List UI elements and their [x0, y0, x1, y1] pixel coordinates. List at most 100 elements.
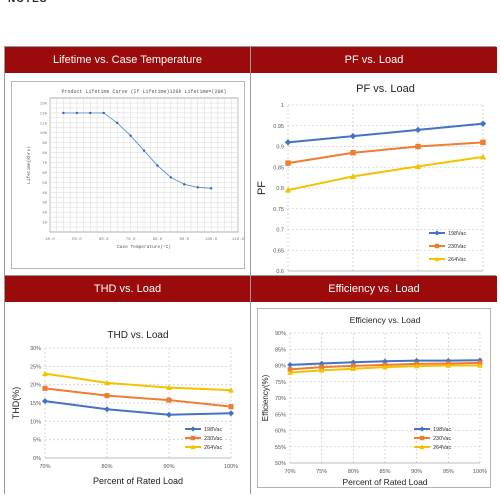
data-point-198Vac	[284, 139, 292, 146]
legend-marker-198Vac	[190, 426, 196, 432]
y-tick-label: 0%	[33, 456, 41, 462]
legend-marker-264Vac	[419, 444, 425, 450]
data-point-264Vac	[349, 173, 357, 179]
charts-grid: Lifetime vs. Case Temperature Product Li…	[4, 46, 497, 495]
data-point-198Vac	[42, 398, 48, 405]
y-tick-label: 10%	[30, 419, 41, 425]
y-tick-label: 120	[40, 112, 48, 116]
data-point-230Vac	[350, 363, 356, 369]
y-tick-label: 30%	[30, 346, 41, 352]
panel-body-pf: PF vs. Load 0.6 0.65 0.7 0.75 0.8 0.85 0.9 0.95 1…	[251, 73, 497, 283]
data-point-264Vac	[382, 364, 388, 370]
chart-frame-eff: Efficiency vs. Load 50% 55% 60% 65% 70% 75% 80%…	[257, 308, 491, 488]
data-point	[209, 187, 213, 190]
cropped-heading: NOTES	[8, 0, 128, 8]
legend-marker-198Vac	[419, 426, 425, 432]
x-tick-label: 60.0	[99, 238, 109, 242]
grid-divider-horizontal	[5, 275, 495, 276]
y-tick-label: 25%	[30, 364, 41, 370]
legend-label: 230Vac	[433, 436, 451, 442]
data-point-264Vac	[228, 387, 234, 393]
legend-marker-230Vac	[190, 435, 196, 441]
data-point-230Vac	[319, 364, 325, 370]
x-tick-label: 95%	[443, 469, 454, 475]
panel-body-lifetime: Product Lifetime Curve (If Lifetime)120k…	[5, 73, 250, 275]
data-point-264Vac	[350, 365, 357, 371]
x-tick-label: 90%	[411, 469, 422, 475]
y-tick-label: 15%	[30, 401, 41, 407]
data-point	[89, 111, 92, 115]
data-point	[183, 183, 186, 186]
data-point-198Vac	[382, 358, 388, 365]
chart-title: Product Lifetime Curve (If Lifetime)120k…	[61, 89, 226, 95]
x-tick-label: 85%	[379, 469, 390, 475]
data-point-198Vac	[479, 120, 487, 127]
data-point-230Vac	[415, 143, 421, 150]
data-point-230Vac	[166, 397, 172, 403]
y-tick-label: 50	[42, 182, 47, 186]
y-tick-label: 90%	[275, 331, 286, 337]
thd-chart: THD vs. Load 0% 5% 10% 15% 20% 25% 30% 70% 80% 90%…	[11, 330, 238, 486]
y-tick-label: 60%	[275, 429, 286, 435]
y-axis-label: PF	[256, 181, 268, 195]
data-point-264Vac	[284, 186, 292, 193]
series-line-198Vac	[287, 122, 484, 144]
legend-label: 264Vac	[204, 445, 222, 451]
data-point-264Vac	[479, 153, 487, 160]
chart-title: PF vs. Load	[356, 83, 415, 95]
x-tick-label: 100%	[473, 469, 487, 475]
y-tick-label: 0.6	[276, 269, 284, 275]
y-tick-label: 70%	[275, 396, 286, 402]
y-tick-label: 100	[40, 132, 48, 136]
data-point-264Vac	[318, 367, 325, 373]
data-point	[102, 111, 105, 115]
legend-label: 264Vac	[448, 257, 466, 263]
y-tick-label: 0.75	[273, 207, 284, 213]
x-tick-label: 75%	[316, 469, 327, 475]
legend-label: 198Vac	[448, 231, 466, 237]
data-point-198Vac	[413, 357, 420, 364]
data-point-198Vac	[104, 406, 110, 413]
legend-marker-198Vac	[434, 230, 440, 236]
legend-label: 230Vac	[448, 244, 466, 250]
series-line-230Vac	[287, 141, 484, 165]
y-tick-label: 80	[42, 152, 47, 156]
data-point-198Vac	[166, 411, 172, 418]
x-tick-label: 70%	[284, 469, 295, 475]
x-tick-label: 80.0	[153, 238, 163, 242]
series-line-264Vac	[44, 372, 232, 392]
y-tick-label: 30	[42, 202, 47, 206]
panel-header-thd: THD vs. Load	[5, 276, 250, 302]
x-tick-label: 110.0	[232, 238, 245, 242]
x-tick-label: 80%	[348, 469, 359, 475]
legend-marker-230Vac	[419, 435, 425, 441]
data-point-264Vac	[42, 370, 48, 377]
chart-title: THD vs. Load	[107, 330, 168, 341]
data-point-264Vac	[477, 362, 483, 368]
x-tick-label: 90.0	[179, 238, 189, 242]
legend-marker-230Vac	[434, 243, 440, 249]
x-axis-label: Percent of Rated Load	[93, 476, 183, 486]
data-point	[156, 164, 159, 167]
y-tick-label: 1	[281, 103, 284, 109]
x-axis-label: Percent of Rated Load	[342, 477, 427, 487]
data-point-198Vac	[287, 362, 293, 368]
series-line-230Vac	[44, 387, 232, 408]
series-line-264Vac	[287, 155, 484, 192]
x-tick-label: 70.0	[126, 238, 136, 242]
panel-header-pf: PF vs. Load	[251, 47, 497, 73]
data-point-264Vac	[414, 163, 422, 169]
panel-header-lifetime: Lifetime vs. Case Temperature	[5, 47, 250, 73]
y-tick-label: 0.9	[276, 145, 284, 151]
series-line	[63, 112, 212, 189]
eff-chart: Efficiency vs. Load 50% 55% 60% 65% 70% 75% 80%…	[261, 315, 487, 487]
y-tick-label: 60	[42, 172, 47, 176]
chart-frame-lifetime: Product Lifetime Curve (If Lifetime)120k…	[11, 81, 245, 269]
panel-pf: PF vs. Load PF vs. Load 0.6 0.65 0.7 0.75 0.8…	[251, 47, 497, 283]
data-point-264Vac	[413, 363, 420, 369]
x-tick-label: 100%	[224, 464, 238, 470]
y-tick-label: 20%	[30, 383, 41, 389]
data-point-198Vac	[414, 126, 422, 134]
data-point-230Vac	[104, 393, 110, 399]
data-point	[129, 134, 132, 137]
